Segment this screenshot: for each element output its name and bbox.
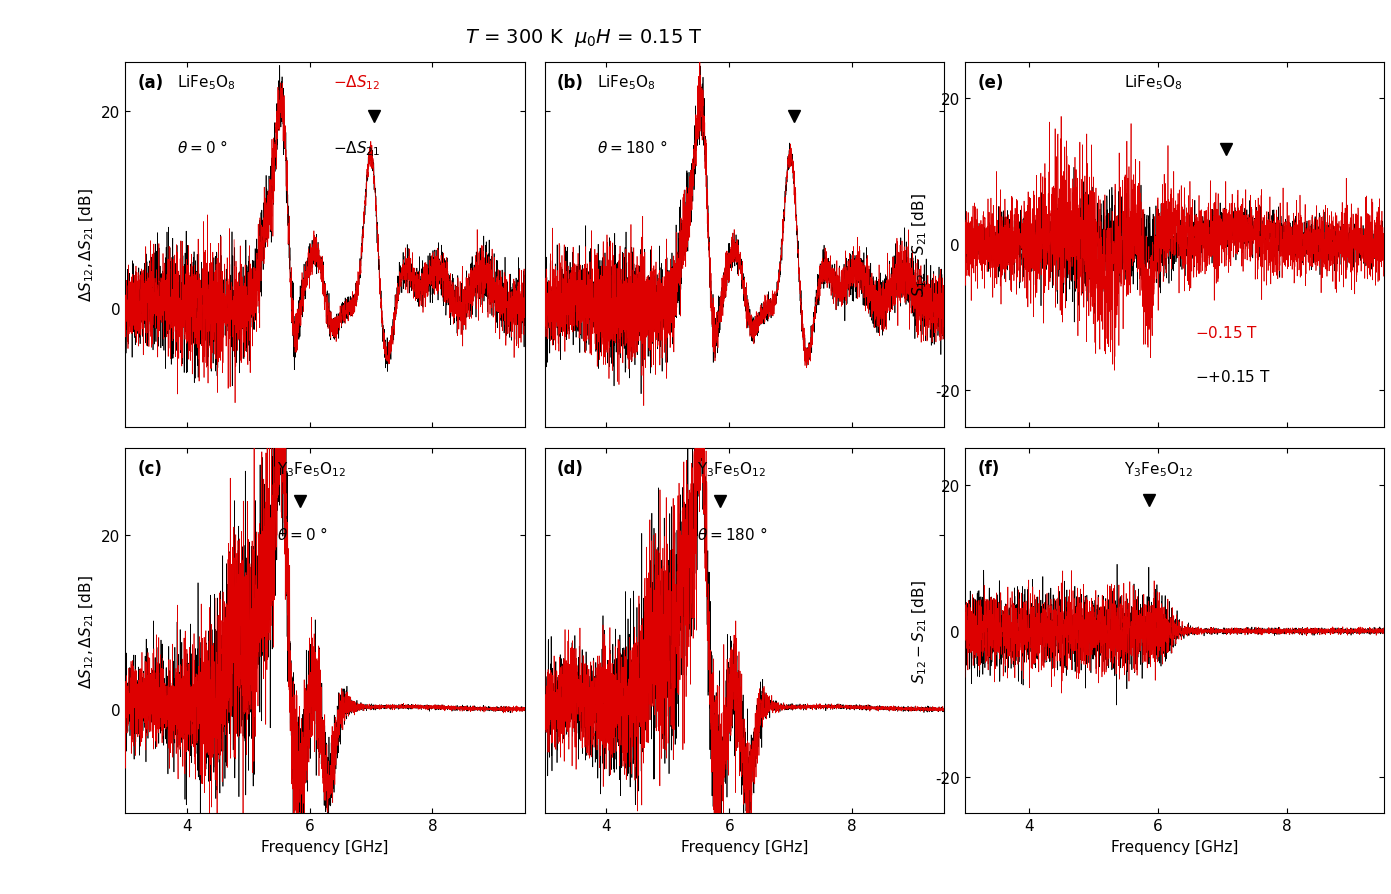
Text: LiFe$_5$O$_8$: LiFe$_5$O$_8$ xyxy=(177,73,235,92)
Text: $T$ = 300 K  $\mu_0 H$ = 0.15 T: $T$ = 300 K $\mu_0 H$ = 0.15 T xyxy=(465,27,704,49)
X-axis label: Frequency [GHz]: Frequency [GHz] xyxy=(1110,839,1238,854)
Text: Y$_3$Fe$_5$O$_{12}$: Y$_3$Fe$_5$O$_{12}$ xyxy=(277,460,346,478)
X-axis label: Frequency [GHz]: Frequency [GHz] xyxy=(262,839,388,854)
Y-axis label: $\Delta S_{12},\Delta S_{21}$ [dB]: $\Delta S_{12},\Delta S_{21}$ [dB] xyxy=(77,188,96,301)
Y-axis label: $\Delta S_{12},\Delta S_{21}$ [dB]: $\Delta S_{12},\Delta S_{21}$ [dB] xyxy=(77,575,96,688)
Text: (a): (a) xyxy=(138,73,163,91)
Text: $\theta = 0$ °: $\theta = 0$ ° xyxy=(277,526,328,543)
Y-axis label: $S_{12}-S_{21}$ [dB]: $S_{12}-S_{21}$ [dB] xyxy=(911,193,929,297)
Text: (b): (b) xyxy=(556,73,584,91)
Text: $-$+0.15 T: $-$+0.15 T xyxy=(1195,369,1271,384)
Text: (f): (f) xyxy=(978,460,1000,478)
Text: $\theta = 180$ °: $\theta = 180$ ° xyxy=(597,139,668,156)
Text: $\theta = 0$ °: $\theta = 0$ ° xyxy=(177,139,228,156)
Text: LiFe$_5$O$_8$: LiFe$_5$O$_8$ xyxy=(597,73,655,92)
Y-axis label: $S_{12}-S_{21}$ [dB]: $S_{12}-S_{21}$ [dB] xyxy=(911,579,929,683)
Text: (d): (d) xyxy=(556,460,584,478)
X-axis label: Frequency [GHz]: Frequency [GHz] xyxy=(682,839,808,854)
Text: $-$0.15 T: $-$0.15 T xyxy=(1195,325,1259,341)
Text: LiFe$_5$O$_8$: LiFe$_5$O$_8$ xyxy=(1124,73,1182,92)
Text: (e): (e) xyxy=(978,73,1003,91)
Text: Y$_3$Fe$_5$O$_{12}$: Y$_3$Fe$_5$O$_{12}$ xyxy=(1124,460,1193,478)
Text: (c): (c) xyxy=(138,460,161,478)
Text: $-\Delta S_{21}$: $-\Delta S_{21}$ xyxy=(332,139,380,158)
Text: Y$_3$Fe$_5$O$_{12}$: Y$_3$Fe$_5$O$_{12}$ xyxy=(697,460,765,478)
Text: $\theta = 180$ °: $\theta = 180$ ° xyxy=(697,526,766,543)
Text: $-\Delta S_{12}$: $-\Delta S_{12}$ xyxy=(332,73,380,92)
